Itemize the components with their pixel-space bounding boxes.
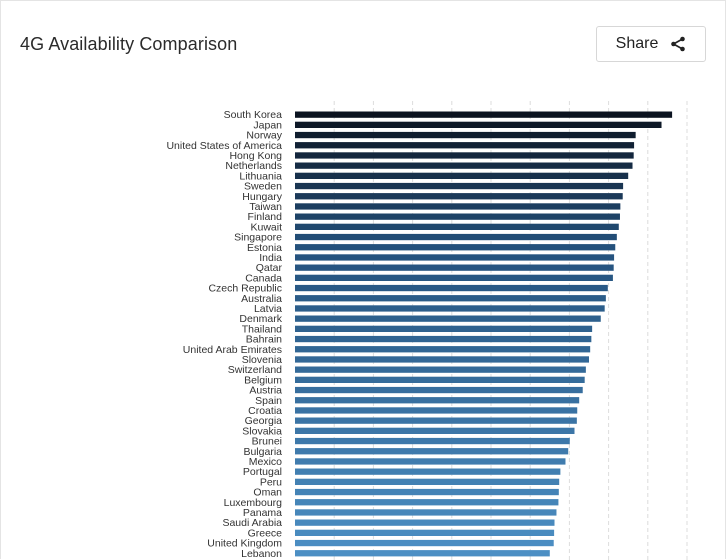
bar[interactable] — [295, 356, 589, 363]
bar[interactable] — [295, 223, 619, 230]
category-label: Slovakia — [242, 425, 282, 437]
bar[interactable] — [295, 468, 561, 475]
page-title: 4G Availability Comparison — [20, 34, 238, 54]
category-label: Thailand — [242, 323, 282, 335]
bar[interactable] — [295, 509, 557, 516]
category-label: United Kingdom — [207, 538, 282, 550]
category-label: Mexico — [249, 456, 282, 468]
bar[interactable] — [295, 417, 577, 424]
category-label: Belgium — [244, 374, 282, 386]
category-label: Croatia — [248, 405, 282, 417]
category-label: Hungary — [242, 191, 282, 203]
bar[interactable] — [295, 121, 662, 128]
category-label: Lebanon — [241, 548, 282, 560]
category-label: Netherlands — [225, 160, 282, 172]
category-label: Denmark — [239, 313, 282, 325]
category-label: Australia — [241, 293, 282, 305]
bar[interactable] — [295, 335, 592, 343]
category-label: Sweden — [244, 181, 282, 193]
category-label: Taiwan — [249, 201, 282, 213]
bar[interactable] — [295, 315, 601, 322]
category-label: Singapore — [234, 232, 282, 244]
bar[interactable] — [295, 427, 575, 434]
share-icon — [670, 36, 686, 52]
category-label: Portugal — [243, 466, 282, 478]
category-label: Slovenia — [242, 354, 282, 366]
category-label: Lithuania — [239, 170, 282, 182]
share-button[interactable]: Share — [596, 26, 706, 62]
category-label: Luxembourg — [224, 497, 283, 509]
bar[interactable] — [295, 162, 633, 169]
category-label: Hong Kong — [229, 150, 282, 162]
bar[interactable] — [295, 519, 555, 526]
bar[interactable] — [295, 193, 623, 200]
category-label: Canada — [245, 272, 282, 284]
category-label: Finland — [248, 211, 283, 223]
category-label: Japan — [253, 119, 282, 131]
bar[interactable] — [295, 172, 629, 179]
bar[interactable] — [295, 325, 593, 332]
category-label: Panama — [243, 507, 282, 519]
bar[interactable] — [295, 254, 615, 261]
bar[interactable] — [295, 488, 559, 496]
bar[interactable] — [295, 152, 634, 159]
category-label: Qatar — [256, 262, 283, 274]
bar[interactable] — [295, 499, 559, 506]
bar[interactable] — [295, 407, 578, 414]
bar[interactable] — [295, 233, 617, 241]
bar[interactable] — [295, 437, 570, 445]
category-label: United Arab Emirates — [183, 344, 282, 356]
bar[interactable] — [295, 376, 585, 383]
bar[interactable] — [295, 478, 560, 485]
bar[interactable] — [295, 142, 635, 149]
category-label: Georgia — [245, 415, 283, 427]
category-label: United States of America — [166, 140, 282, 152]
bar[interactable] — [295, 295, 606, 302]
category-label: Estonia — [247, 242, 282, 254]
bar[interactable] — [295, 550, 550, 557]
bar[interactable] — [295, 386, 583, 394]
bar[interactable] — [295, 529, 555, 536]
bar[interactable] — [295, 213, 620, 220]
category-label: Czech Republic — [208, 283, 282, 295]
bar[interactable] — [295, 539, 554, 547]
bar[interactable] — [295, 111, 673, 118]
category-label: Kuwait — [250, 221, 282, 233]
category-label: Saudi Arabia — [222, 517, 282, 529]
category-label: Greece — [248, 527, 283, 539]
bar[interactable] — [295, 131, 636, 139]
category-label: South Korea — [224, 109, 283, 121]
category-label: Latvia — [254, 303, 282, 315]
category-label: Oman — [253, 487, 282, 499]
category-label: India — [259, 252, 282, 264]
category-label: Brunei — [252, 436, 282, 448]
bar[interactable] — [295, 346, 591, 353]
category-label: Peru — [260, 476, 282, 488]
bar[interactable] — [295, 397, 580, 404]
category-label: Spain — [255, 395, 282, 407]
bar[interactable] — [295, 366, 586, 373]
category-label: Bahrain — [246, 334, 282, 346]
bar[interactable] — [295, 305, 605, 312]
bar[interactable] — [295, 274, 613, 281]
bar[interactable] — [295, 264, 614, 271]
category-label: Switzerland — [228, 364, 282, 376]
category-label: Norway — [246, 130, 282, 142]
bar[interactable] — [295, 284, 608, 292]
bar[interactable] — [295, 203, 621, 210]
bar[interactable] — [295, 182, 624, 190]
bar[interactable] — [295, 458, 566, 465]
category-label: Bulgaria — [243, 446, 282, 458]
bar[interactable] — [295, 448, 569, 455]
category-label: Austria — [249, 385, 282, 397]
share-button-label: Share — [615, 35, 659, 52]
bar[interactable] — [295, 244, 616, 251]
